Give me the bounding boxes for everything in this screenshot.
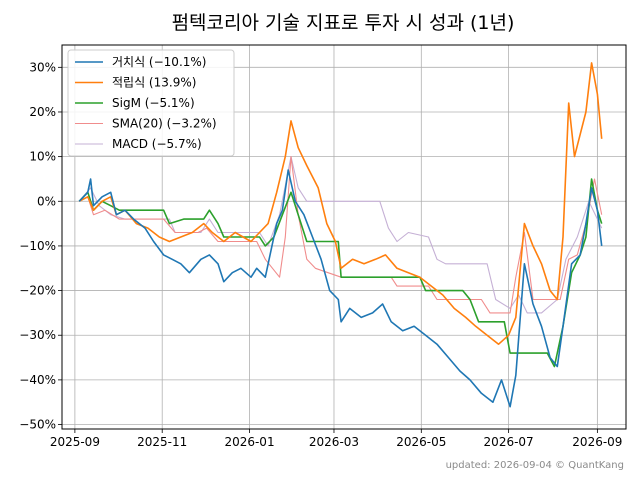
y-axis: 30% 20% 10% 0% −10% −20% −30% −40% −50%: [19, 60, 62, 432]
legend: 거치식 (−10.1%) 적립식 (13.9%) SigM (−5.1%) SMA(2…: [67, 49, 235, 157]
legend-box: [67, 49, 235, 157]
legend-label: SigM (−5.1%): [112, 96, 195, 110]
series-line-0: [78, 169, 603, 408]
x-tick-label: 2026-01: [224, 435, 274, 449]
x-tick-label: 2025-11: [137, 435, 187, 449]
series-line-1: [78, 62, 603, 345]
y-tick-label: 0%: [37, 194, 56, 208]
series-lines: [78, 62, 603, 408]
legend-label: 거치식 (−10.1%): [112, 55, 206, 69]
x-tick-label: 2026-07: [484, 435, 534, 449]
legend-label: 적립식 (13.9%): [112, 76, 196, 90]
legend-label: MACD (−5.7%): [112, 137, 202, 151]
series-line-3: [78, 156, 603, 314]
y-tick-label: 20%: [29, 105, 56, 119]
y-tick-label: −40%: [19, 373, 56, 387]
footer-credit: updated: 2026-09-04 © QuantKang: [446, 460, 624, 471]
plot-frame: [61, 44, 627, 430]
chart-title: 펌텍코리아 기술 지표로 투자 시 성과 (1년): [172, 12, 515, 34]
y-tick-label: −10%: [19, 239, 56, 253]
y-tick-label: 30%: [29, 60, 56, 74]
x-tick-label: 2026-09: [572, 435, 622, 449]
y-tick-label: −50%: [19, 418, 56, 432]
y-tick-label: 10%: [29, 150, 56, 164]
x-tick-label: 2026-03: [309, 435, 359, 449]
x-axis: 2025-09 2025-11 2026-01 2026-03 2026-05 2026-…: [50, 429, 622, 449]
legend-label: SMA(20) (−3.2%): [112, 117, 217, 131]
y-tick-label: −30%: [19, 328, 56, 342]
x-tick-label: 2025-09: [50, 435, 100, 449]
y-tick-label: −20%: [19, 284, 56, 298]
x-tick-label: 2026-05: [396, 435, 446, 449]
